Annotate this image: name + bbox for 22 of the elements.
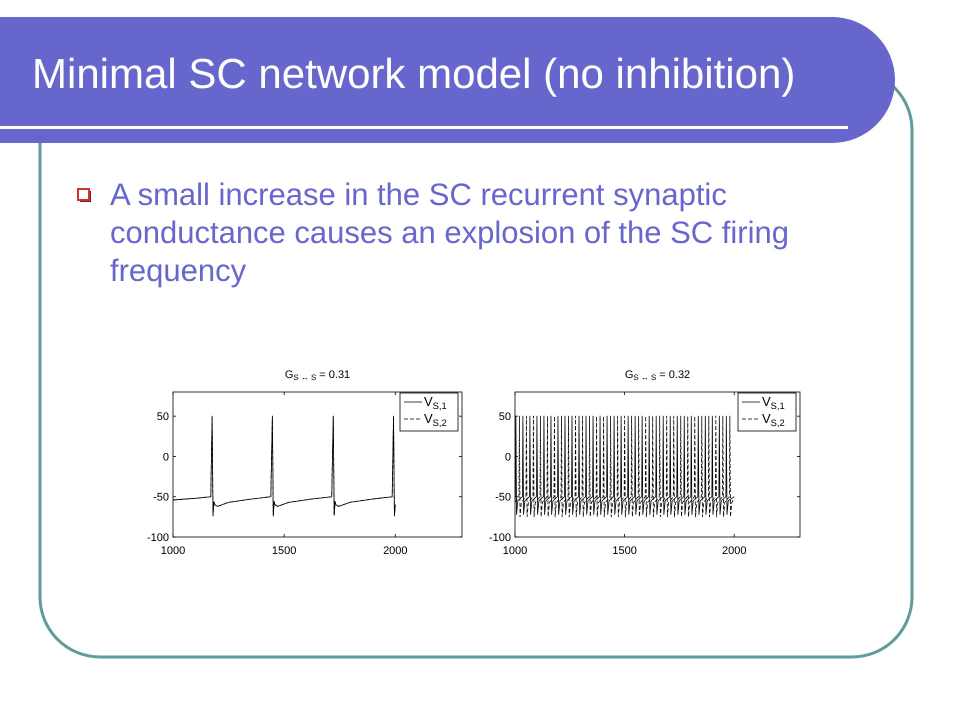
y-tick-label: 50	[498, 411, 511, 424]
y-tick-label: 50	[156, 411, 169, 424]
y-tick-label: -50	[495, 492, 511, 504]
legend-label: V$_{S,2}$	[424, 411, 447, 428]
x-tick-label: 2000	[722, 545, 746, 557]
chart-title: G$_{S ↔ S}$ = 0.32	[624, 369, 690, 382]
x-tick-label: 1000	[502, 545, 528, 557]
x-tick-label: 2000	[383, 545, 408, 557]
legend-label: V$_{S,2}$	[762, 411, 785, 428]
x-tick-label: 1500	[612, 545, 637, 557]
text: A small increase in the SC recurrent synaptic conductance causes an explosion of the SC firing frequency	[110, 177, 789, 288]
text: Minimal SC network model (no inhibition)	[32, 50, 796, 97]
y-tick-label: 0	[162, 451, 169, 464]
legend-label: V$_{S,1}$	[762, 394, 785, 411]
y-tick-label: 0	[504, 451, 511, 464]
y-tick-label: -100	[146, 532, 169, 544]
x-tick-label: 1500	[272, 545, 296, 557]
chart-title: G$_{S ↔ S}$ = 0.31	[284, 369, 350, 382]
y-tick-label: -50	[153, 492, 169, 504]
legend-label: V$_{S,1}$	[424, 394, 447, 411]
y-tick-label: -100	[488, 532, 511, 544]
x-tick-label: 1000	[160, 545, 186, 557]
